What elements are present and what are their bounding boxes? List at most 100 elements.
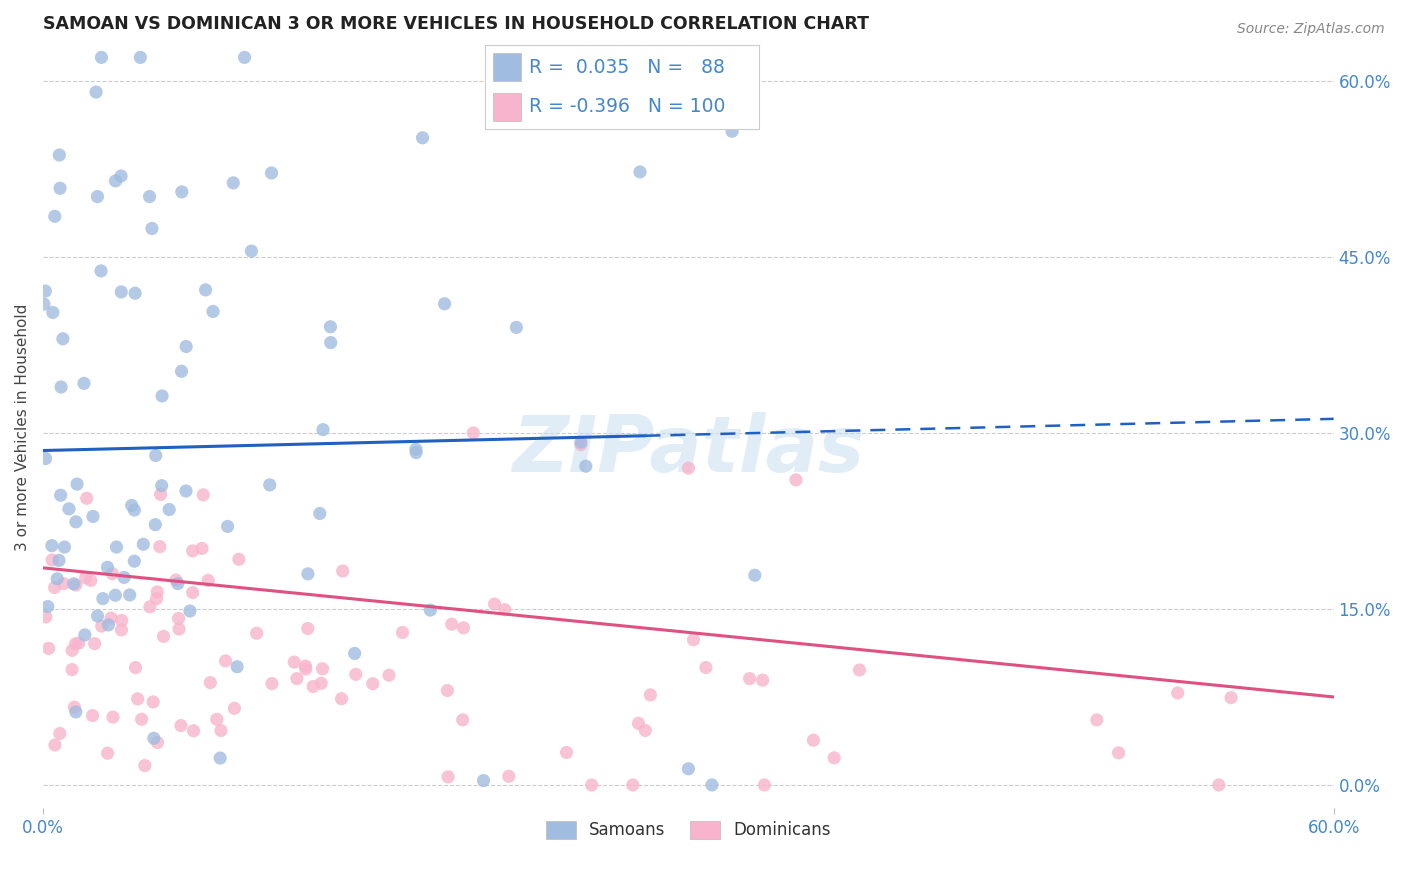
Text: ZIPatlas: ZIPatlas <box>512 412 865 488</box>
Point <box>83 637 105 651</box>
Point <box>139 599 162 614</box>
Point <box>73 376 96 391</box>
Point <box>785 473 807 487</box>
Y-axis label: 3 or more Vehicles in Household: 3 or more Vehicles in Household <box>15 303 30 550</box>
Point <box>145 591 167 606</box>
Point <box>628 165 651 179</box>
Point <box>555 746 578 760</box>
Point <box>437 770 460 784</box>
Point <box>498 769 520 783</box>
Point <box>90 619 112 633</box>
Point <box>240 244 263 258</box>
Point <box>90 264 112 278</box>
Point <box>110 169 132 183</box>
Point <box>170 185 193 199</box>
Point <box>138 189 160 203</box>
Point <box>312 423 335 437</box>
Point <box>132 537 155 551</box>
Point <box>678 461 700 475</box>
Point <box>105 540 128 554</box>
Point <box>65 637 87 651</box>
Point <box>569 435 592 450</box>
Point <box>90 50 112 64</box>
Point <box>217 519 239 533</box>
Point <box>222 176 245 190</box>
Point <box>97 746 120 760</box>
Point <box>34 451 56 466</box>
Point <box>157 502 180 516</box>
Point <box>803 733 825 747</box>
Point <box>343 647 366 661</box>
Point <box>167 622 190 636</box>
Point <box>49 726 72 740</box>
Point <box>124 503 146 517</box>
Point <box>167 611 190 625</box>
Point <box>344 667 367 681</box>
Point <box>149 487 172 501</box>
Point <box>65 705 87 719</box>
Point <box>111 614 134 628</box>
Point <box>294 659 316 673</box>
Point <box>191 541 214 556</box>
Point <box>65 578 87 592</box>
Point <box>484 597 506 611</box>
Point <box>361 676 384 690</box>
Point <box>150 389 173 403</box>
Point <box>42 305 65 319</box>
Point <box>627 716 650 731</box>
Point <box>91 591 114 606</box>
Point <box>82 509 104 524</box>
Point <box>67 636 90 650</box>
Point <box>311 662 333 676</box>
Point <box>52 332 75 346</box>
Point <box>581 778 603 792</box>
Point <box>86 609 108 624</box>
Point <box>174 339 197 353</box>
Point <box>183 723 205 738</box>
Text: R =  0.035   N =   88: R = 0.035 N = 88 <box>529 58 725 77</box>
Point <box>60 663 83 677</box>
Point <box>35 610 58 624</box>
Point <box>453 621 475 635</box>
Point <box>463 425 485 440</box>
Point <box>142 695 165 709</box>
Point <box>205 712 228 726</box>
Point <box>166 576 188 591</box>
FancyBboxPatch shape <box>494 54 520 81</box>
Point <box>823 751 845 765</box>
Point <box>129 50 152 64</box>
Point <box>60 643 83 657</box>
Point <box>209 751 232 765</box>
Point <box>118 588 141 602</box>
Point <box>283 655 305 669</box>
Point <box>1208 778 1230 792</box>
Point <box>197 574 219 588</box>
Point <box>170 718 193 732</box>
Point <box>32 297 55 311</box>
Point <box>63 700 86 714</box>
Point <box>436 683 458 698</box>
Point <box>170 364 193 378</box>
Text: R = -0.396   N = 100: R = -0.396 N = 100 <box>529 97 725 116</box>
Point <box>405 442 427 457</box>
Point <box>97 618 120 632</box>
Point <box>165 573 187 587</box>
Point <box>104 174 127 188</box>
Legend: Samoans, Dominicans: Samoans, Dominicans <box>538 814 838 846</box>
Point <box>721 124 744 138</box>
Point <box>41 539 63 553</box>
Point <box>145 449 167 463</box>
Point <box>124 554 146 568</box>
Point <box>233 50 256 64</box>
Point <box>621 778 644 792</box>
Point <box>66 477 89 491</box>
Point <box>149 540 172 554</box>
Point <box>419 603 441 617</box>
Point <box>134 758 156 772</box>
Point <box>143 517 166 532</box>
Point <box>634 723 657 738</box>
Point <box>294 662 316 676</box>
Point <box>246 626 269 640</box>
Text: Source: ZipAtlas.com: Source: ZipAtlas.com <box>1237 22 1385 37</box>
Point <box>308 507 330 521</box>
